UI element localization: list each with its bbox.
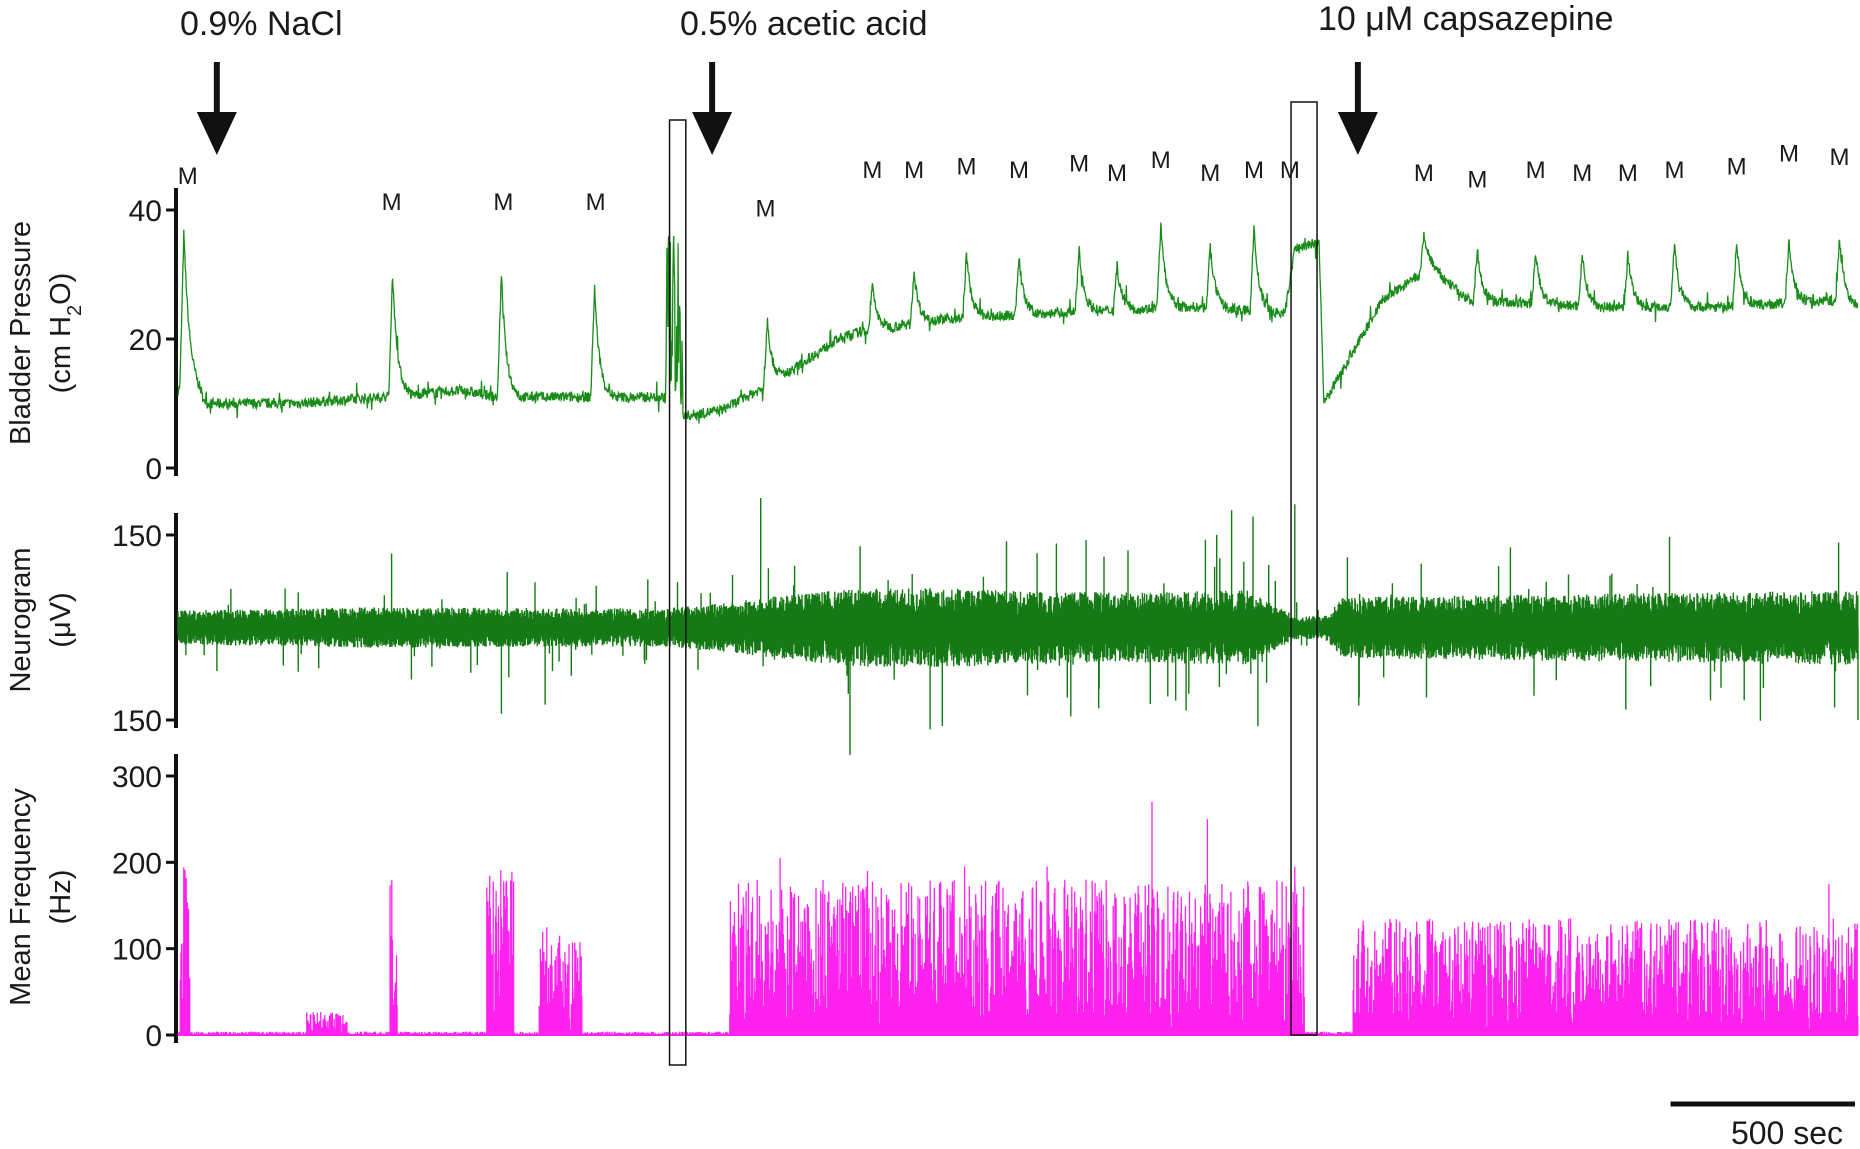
micturition-marker: M xyxy=(1467,166,1487,193)
micturition-marker: M xyxy=(1618,160,1638,187)
bladder-pressure-unit-part2: O) xyxy=(45,273,77,305)
bladder-pressure-tick-label: 0 xyxy=(145,453,162,486)
mean-frequency-tick-label: 0 xyxy=(145,1020,162,1053)
treatment-annotations: 0.9% NaCl 0.5% acetic acid 10 μM capsaze… xyxy=(180,0,1614,43)
micturition-marker: M xyxy=(1151,147,1171,174)
neurogram-label-line1: Neurogram xyxy=(5,547,37,692)
micturition-marker: M xyxy=(862,157,882,184)
mean-frequency-unit-label: (Hz) xyxy=(45,870,77,925)
micturition-marker: M xyxy=(1107,160,1127,187)
micturition-marker: M xyxy=(1200,160,1220,187)
treatment-arrow-head xyxy=(1337,112,1378,155)
micturition-marker: M xyxy=(1572,160,1592,187)
micturition-marker: M xyxy=(1414,160,1434,187)
neurogram-panel: Neurogram (μV) 150 150 xyxy=(5,498,1859,755)
treatment-label-nacl: 0.9% NaCl xyxy=(180,5,343,43)
bladder-pressure-unit-subscript: 2 xyxy=(64,305,86,316)
mean-frequency-panel: Mean Frequency (Hz) 0 100 200 300 xyxy=(5,754,1859,1053)
micturition-marker: M xyxy=(1830,144,1850,171)
highlight-boxes xyxy=(668,101,1318,1066)
neurogram-tick-label: 150 xyxy=(112,520,162,553)
micturition-marker: M xyxy=(178,163,198,190)
mean-frequency-tick-label: 200 xyxy=(112,847,162,880)
bladder-pressure-label-line1: Bladder Pressure xyxy=(5,221,37,445)
bladder-pressure-unit-part1: (cm H xyxy=(45,316,77,393)
highlight-box xyxy=(668,119,687,1066)
neurogram-tick-label: 150 xyxy=(112,705,162,738)
treatment-arrows xyxy=(196,62,1378,155)
mean-frequency-tick-label: 300 xyxy=(112,761,162,794)
micturition-marker: M xyxy=(1664,157,1684,184)
neurogram-unit-label: (μV) xyxy=(45,592,77,647)
micturition-marker: M xyxy=(586,189,606,216)
bladder-pressure-y-label: Bladder Pressure xyxy=(5,221,37,445)
neurogram-trace xyxy=(177,498,1859,755)
mean-frequency-trace xyxy=(177,801,1859,1035)
micturition-marker: M xyxy=(493,189,513,216)
bladder-pressure-tick-label: 40 xyxy=(129,195,162,228)
micturition-marker: M xyxy=(1280,157,1300,184)
neurogram-unit-text: (μV) xyxy=(45,592,77,647)
micturition-marker: M xyxy=(756,195,776,222)
micturition-marker: M xyxy=(1069,150,1089,177)
bladder-pressure-unit-text: (cm H2O) xyxy=(45,273,86,394)
mean-frequency-label-line1: Mean Frequency xyxy=(5,788,37,1006)
bladder-pressure-tick-label: 20 xyxy=(129,324,162,357)
micturition-marker: M xyxy=(1526,157,1546,184)
mean-frequency-tick-label: 100 xyxy=(112,934,162,967)
micturition-marker: M xyxy=(1244,157,1264,184)
time-scale-bar: 500 sec xyxy=(1670,1101,1855,1149)
bladder-pressure-trace xyxy=(177,222,1859,424)
treatment-label-capsazepine: 10 μM capsazepine xyxy=(1318,0,1614,38)
neurogram-y-label: Neurogram xyxy=(5,547,37,692)
treatment-label-acetic-acid: 0.5% acetic acid xyxy=(680,5,928,43)
micturition-marker: M xyxy=(1779,141,1799,168)
highlight-box xyxy=(1290,101,1318,1036)
micturition-marker: M xyxy=(957,154,977,181)
treatment-arrow-head xyxy=(692,112,733,155)
micturition-marker: M xyxy=(382,189,402,216)
micturition-marker: M xyxy=(1009,157,1029,184)
micturition-marker: M xyxy=(904,157,924,184)
mean-frequency-y-label: Mean Frequency xyxy=(5,788,37,1006)
scale-bar-label: 500 sec xyxy=(1731,1115,1843,1149)
bladder-pressure-unit-label: (cm H2O) xyxy=(45,273,86,394)
micturition-marker: M xyxy=(1727,154,1747,181)
treatment-arrow-head xyxy=(196,112,237,155)
mean-frequency-unit-text: (Hz) xyxy=(45,870,77,925)
